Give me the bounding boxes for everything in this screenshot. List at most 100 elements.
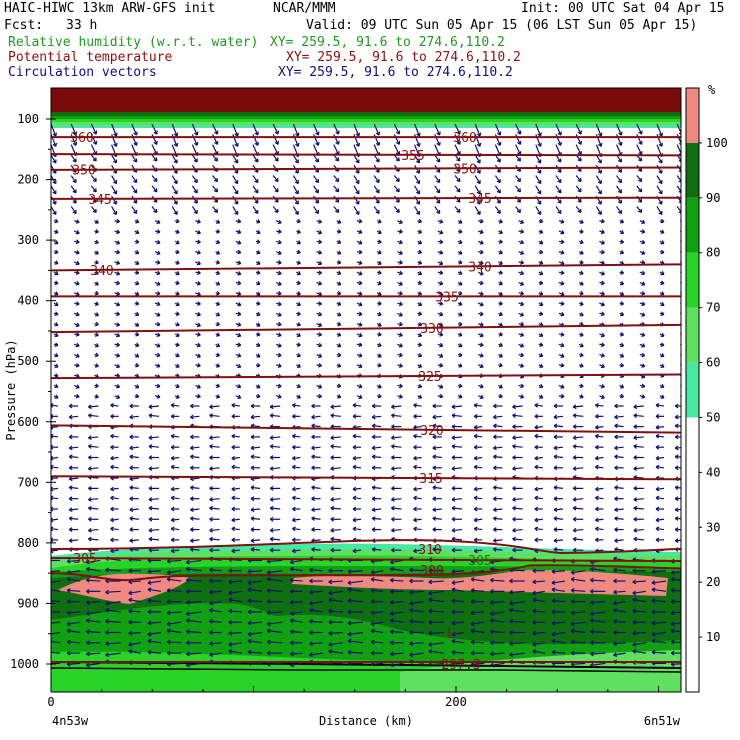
vector-shaft (67, 641, 81, 644)
vector-head (294, 169, 299, 174)
vector-shaft (352, 466, 362, 469)
vector-head (148, 435, 153, 441)
vector-head (479, 383, 484, 389)
vector-head (296, 352, 301, 358)
vector-head (274, 178, 279, 183)
vector-shaft (613, 620, 626, 623)
vector-head (209, 505, 213, 511)
vector-head (129, 414, 134, 420)
vector-head (54, 342, 59, 347)
vector-head (682, 333, 685, 337)
vector-head (175, 383, 180, 389)
vector-shaft (413, 518, 422, 521)
vector-head (377, 342, 382, 348)
vector-head (153, 130, 158, 135)
vector-head (509, 652, 514, 658)
vector-head (269, 505, 274, 511)
vector-head (256, 229, 261, 235)
vector-head (660, 332, 665, 337)
vector-head (458, 259, 463, 265)
vector-head (330, 435, 335, 441)
vector-head (512, 486, 516, 491)
vector-shaft (616, 206, 622, 214)
vector-shaft (493, 508, 503, 511)
vector-shaft (171, 487, 180, 490)
vector-head (512, 497, 516, 502)
vector-head (129, 403, 134, 409)
vector-head (209, 404, 213, 410)
vector-head (86, 629, 90, 635)
vector-head (413, 548, 418, 554)
vector-shaft (110, 527, 119, 531)
vector-shaft (347, 651, 364, 654)
vector-shaft (409, 609, 424, 613)
vector-head (186, 629, 190, 635)
vector-shaft (252, 195, 259, 204)
vector-head (641, 281, 646, 286)
vector-shaft (231, 527, 240, 531)
vector-shaft (352, 456, 362, 460)
vector-head (595, 506, 599, 512)
vector-head (539, 394, 544, 399)
vector-head (458, 383, 463, 389)
vector-head (318, 311, 323, 317)
vector-head (572, 536, 577, 542)
vector-shaft (613, 569, 626, 572)
vector-shaft (267, 589, 283, 592)
vector-shaft (148, 405, 160, 408)
vector-shaft (555, 206, 562, 214)
vector-shaft (494, 144, 501, 156)
vector-shaft (616, 144, 622, 156)
vector-shaft (69, 415, 79, 418)
vector-shaft (86, 652, 101, 655)
vector-head (395, 178, 400, 183)
vector-head (572, 527, 577, 533)
vector-shaft (90, 185, 97, 193)
vector-head (479, 280, 484, 286)
vector-head (347, 638, 352, 644)
vector-head (539, 363, 544, 368)
vector-head (54, 383, 59, 389)
vector-head (328, 649, 333, 654)
vector-head (75, 229, 80, 235)
vector-shaft (551, 588, 566, 592)
vector-shaft (333, 185, 340, 193)
vector-head (595, 424, 599, 430)
vector-shaft (614, 539, 624, 542)
vector-head (358, 229, 363, 235)
vector-head (330, 455, 335, 460)
vector-head (193, 179, 198, 184)
vector-shaft (651, 631, 667, 636)
vector-shaft (272, 206, 279, 213)
vector-shaft (292, 206, 299, 215)
vector-head (678, 170, 681, 173)
vector-head (68, 527, 73, 532)
vector-shaft (267, 621, 283, 625)
vector-head (451, 631, 456, 637)
vector-head (105, 600, 110, 606)
vector-head (458, 332, 463, 337)
vector-head (674, 403, 679, 409)
vector-head (231, 433, 236, 439)
vector-shaft (171, 527, 180, 531)
vector-shaft (451, 580, 465, 584)
vector-head (560, 384, 565, 389)
theta-contour-label: 325 (418, 370, 441, 385)
vector-shaft (551, 631, 566, 636)
vector-head (311, 454, 316, 460)
vector-shaft (555, 175, 562, 183)
vector-head (318, 270, 323, 276)
vector-head (377, 311, 382, 317)
vector-head (496, 209, 501, 214)
theta-contour-label: 360 (453, 131, 476, 146)
vector-shaft (371, 621, 384, 625)
vector-head (534, 424, 539, 430)
vector-head (209, 455, 213, 460)
vector-head (579, 281, 584, 286)
vector-head (479, 271, 484, 276)
vector-head (250, 434, 255, 440)
vector-shaft (451, 588, 465, 592)
vector-head (451, 486, 456, 491)
vector-shaft (553, 415, 564, 418)
vector-head (247, 649, 252, 655)
